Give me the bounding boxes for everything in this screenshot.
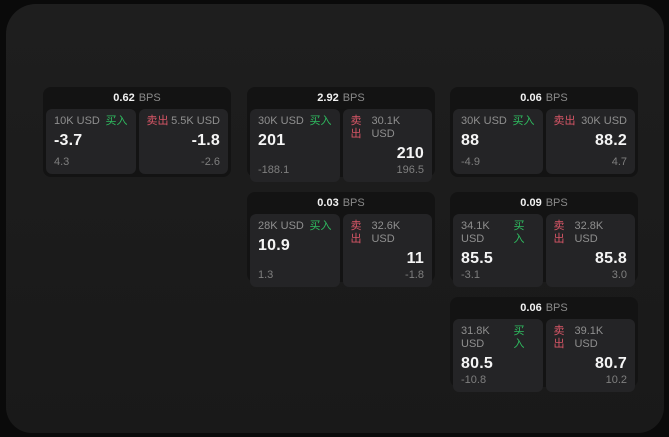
buy-panel[interactable]: 30K USD 买入 88 -4.9 [453, 109, 543, 174]
buy-panel[interactable]: 34.1K USD 买入 85.5 -3.1 [453, 214, 543, 287]
sell-label: 卖出 [553, 115, 576, 127]
sell-label: 卖出 [350, 220, 362, 245]
sell-amount: 30K USD [581, 115, 627, 127]
spread-header: 0.03 BPS [250, 192, 432, 214]
spread-unit-label: BPS [138, 92, 161, 104]
sell-delta: 196.5 [396, 164, 424, 176]
sell-price: 85.8 [595, 250, 627, 267]
sell-amount: 32.6K USD [371, 220, 401, 245]
sell-panel[interactable]: 卖出 5.5K USD -1.8 -2.6 [138, 109, 228, 174]
buy-amount: 31.8K USD [461, 325, 490, 350]
spread-value: 0.06 [520, 302, 542, 314]
sell-panel[interactable]: 卖出 30.1K USD 210 196.5 [342, 109, 432, 182]
quote-card: 0.62 BPS 10K USD 买入 -3.7 4.3 卖出 5.5K USD [43, 87, 231, 177]
spread-unit-label: BPS [342, 92, 365, 104]
spread-unit-label: BPS [545, 302, 568, 314]
spread-value: 0.03 [317, 197, 339, 209]
spread-header: 0.06 BPS [453, 87, 635, 109]
sell-delta: -2.6 [201, 156, 220, 168]
buy-amount: 30K USD [258, 115, 304, 127]
sell-price: 88.2 [595, 132, 627, 149]
quote-card: 0.09 BPS 34.1K USD 买入 85.5 -3.1 卖出 32.8K… [450, 192, 638, 287]
spread-unit-label: BPS [545, 92, 568, 104]
buy-price: -3.7 [54, 132, 83, 149]
sell-panel[interactable]: 卖出 32.8K USD 85.8 3.0 [545, 214, 635, 287]
spread-header: 0.06 BPS [453, 297, 635, 319]
buy-label: 买入 [513, 325, 525, 350]
sell-price: 11 [406, 250, 424, 267]
buy-label: 买入 [105, 115, 128, 127]
buy-delta: -4.9 [461, 156, 480, 168]
spread-value: 0.06 [520, 92, 542, 104]
sell-price: 210 [396, 145, 424, 162]
spread-value: 0.62 [113, 92, 135, 104]
buy-label: 买入 [512, 115, 535, 127]
spread-value: 0.09 [520, 197, 542, 209]
spread-unit-label: BPS [342, 197, 365, 209]
quote-card: 0.06 BPS 31.8K USD 买入 80.5 -10.8 卖出 39.1… [450, 297, 638, 392]
buy-panel[interactable]: 10K USD 买入 -3.7 4.3 [46, 109, 136, 174]
buy-delta: -3.1 [461, 269, 480, 281]
buy-delta: -10.8 [461, 374, 487, 386]
spread-header: 2.92 BPS [250, 87, 432, 109]
spread-value: 2.92 [317, 92, 339, 104]
sell-label: 卖出 [553, 325, 565, 350]
spread-header: 0.09 BPS [453, 192, 635, 214]
buy-price: 80.5 [461, 355, 493, 372]
sell-label: 卖出 [146, 115, 169, 127]
buy-amount: 10K USD [54, 115, 100, 127]
quote-card: 2.92 BPS 30K USD 买入 201 -188.1 卖出 30.1K … [247, 87, 435, 182]
quote-card: 0.03 BPS 28K USD 买入 10.9 1.3 卖出 32.6K US… [247, 192, 435, 287]
sell-panel[interactable]: 卖出 32.6K USD 11 -1.8 [342, 214, 432, 287]
sell-amount: 32.8K USD [574, 220, 604, 245]
buy-label: 买入 [309, 115, 332, 127]
sell-amount: 5.5K USD [171, 115, 220, 127]
buy-label: 买入 [309, 220, 332, 232]
sell-delta: 3.0 [611, 269, 627, 281]
sell-panel[interactable]: 卖出 30K USD 88.2 4.7 [545, 109, 635, 174]
spread-unit-label: BPS [545, 197, 568, 209]
quote-cards-grid: 0.62 BPS 10K USD 买入 -3.7 4.3 卖出 5.5K USD [6, 4, 664, 433]
sell-delta: 4.7 [611, 156, 627, 168]
buy-panel[interactable]: 31.8K USD 买入 80.5 -10.8 [453, 319, 543, 392]
buy-label: 买入 [513, 220, 525, 245]
spread-header: 0.62 BPS [46, 87, 228, 109]
sell-label: 卖出 [553, 220, 565, 245]
buy-amount: 30K USD [461, 115, 507, 127]
buy-price: 10.9 [258, 237, 290, 254]
buy-price: 85.5 [461, 250, 493, 267]
sell-delta: 10.2 [605, 374, 627, 386]
sell-label: 卖出 [350, 115, 362, 140]
buy-amount: 34.1K USD [461, 220, 490, 245]
quote-card: 0.06 BPS 30K USD 买入 88 -4.9 卖出 30K USD [450, 87, 638, 177]
sell-price: -1.8 [191, 132, 220, 149]
buy-delta: 4.3 [54, 156, 70, 168]
buy-delta: 1.3 [258, 269, 274, 281]
sell-amount: 30.1K USD [371, 115, 401, 140]
buy-amount: 28K USD [258, 220, 304, 232]
buy-price: 88 [461, 132, 480, 149]
app-window: 0.62 BPS 10K USD 买入 -3.7 4.3 卖出 5.5K USD [6, 4, 664, 433]
sell-delta: -1.8 [405, 269, 424, 281]
sell-price: 80.7 [595, 355, 627, 372]
buy-price: 201 [258, 132, 286, 149]
buy-panel[interactable]: 30K USD 买入 201 -188.1 [250, 109, 340, 182]
buy-delta: -188.1 [258, 164, 290, 176]
sell-amount: 39.1K USD [574, 325, 604, 350]
buy-panel[interactable]: 28K USD 买入 10.9 1.3 [250, 214, 340, 287]
sell-panel[interactable]: 卖出 39.1K USD 80.7 10.2 [545, 319, 635, 392]
